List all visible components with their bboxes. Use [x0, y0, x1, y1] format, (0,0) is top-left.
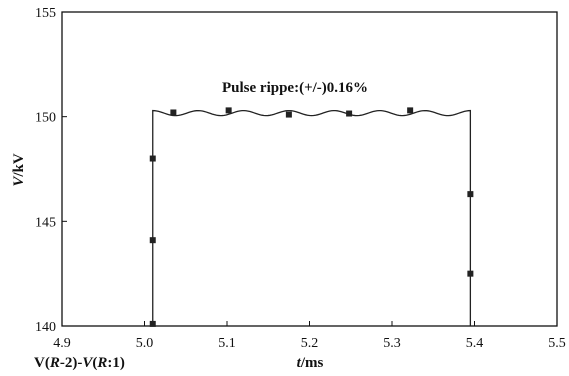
y-axis-ticks: 140 145 150 155 — [35, 6, 67, 335]
x-axis-label: t/ms — [297, 355, 324, 371]
signal-label-part: V( — [34, 355, 50, 371]
signal-label-part: -2)- — [60, 355, 83, 371]
pulse-waveform-line — [152, 109, 472, 326]
y-tick-label: 155 — [35, 6, 56, 21]
signal-label-part: ( — [92, 355, 97, 371]
y-tick-label: 150 — [35, 111, 56, 126]
x-tick-label: 5.4 — [466, 336, 484, 351]
y-axis-label-unit: /kV — [11, 153, 27, 178]
x-tick-label: 5.5 — [548, 336, 566, 351]
data-marker — [467, 191, 474, 198]
data-marker — [149, 155, 156, 162]
x-tick-label: 5.0 — [136, 336, 154, 351]
signal-label-part: V — [82, 355, 94, 371]
data-marker — [149, 237, 156, 244]
data-markers — [149, 107, 474, 327]
x-tick-label: 4.9 — [53, 336, 71, 351]
data-marker — [149, 320, 156, 327]
data-marker — [407, 107, 414, 114]
y-tick-label: 145 — [35, 215, 56, 230]
y-axis-label-symbol: V — [11, 175, 27, 187]
data-marker — [225, 107, 232, 114]
y-axis-label: V/kV — [11, 153, 27, 187]
ripple-annotation: Pulse rippe:(+/-)0.16% — [222, 80, 368, 96]
signal-label-part: R — [49, 355, 60, 371]
x-axis-label-unit: /ms — [300, 355, 324, 371]
signal-label-part: R — [96, 355, 107, 371]
x-tick-label: 5.1 — [218, 336, 236, 351]
data-marker — [346, 110, 353, 117]
data-marker — [285, 111, 292, 118]
signal-name-label: V(R-2)-V(R:1) — [34, 355, 125, 371]
y-tick-label: 140 — [35, 320, 56, 335]
x-tick-label: 5.2 — [301, 336, 319, 351]
data-marker — [170, 109, 177, 116]
x-tick-label: 5.3 — [383, 336, 401, 351]
plot-frame — [61, 11, 558, 327]
x-axis-label-symbol: t — [297, 355, 302, 371]
x-axis-ticks: 4.9 5.0 5.1 5.2 5.3 5.4 5.5 — [53, 321, 566, 351]
data-marker — [467, 270, 474, 277]
signal-label-part: :1) — [107, 355, 125, 371]
